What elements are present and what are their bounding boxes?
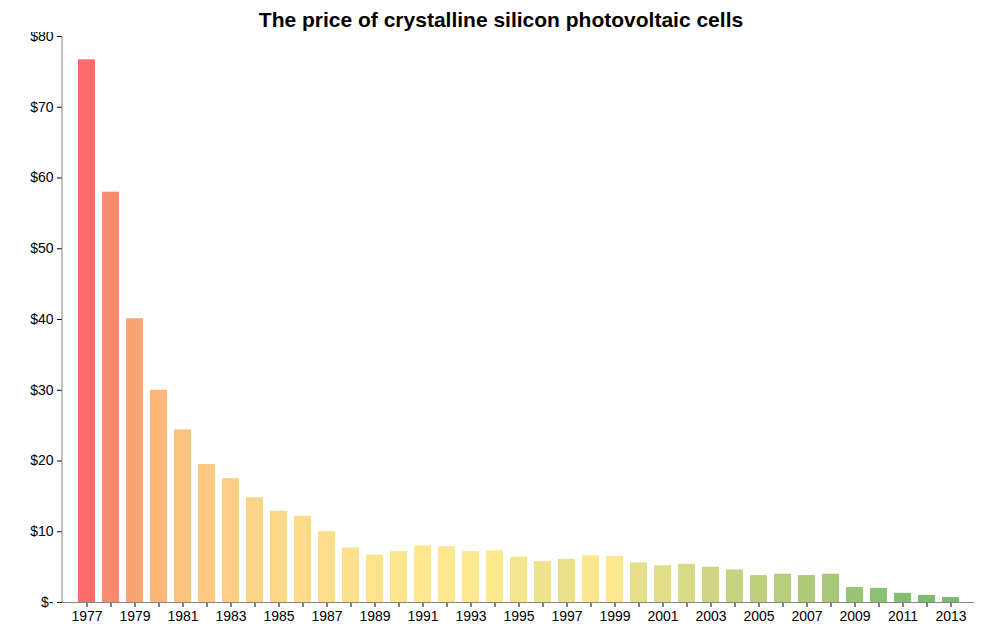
- svg-text:$10: $10: [30, 523, 54, 539]
- svg-text:1995: 1995: [503, 608, 534, 624]
- svg-text:1977: 1977: [71, 608, 102, 624]
- svg-text:$70: $70: [30, 99, 54, 115]
- svg-text:$30: $30: [30, 382, 54, 398]
- svg-text:$-: $-: [41, 594, 54, 610]
- svg-text:$40: $40: [30, 311, 54, 327]
- svg-text:1989: 1989: [359, 608, 390, 624]
- svg-text:1997: 1997: [551, 608, 582, 624]
- svg-text:1983: 1983: [215, 608, 246, 624]
- svg-text:1987: 1987: [311, 608, 342, 624]
- svg-text:$20: $20: [30, 452, 54, 468]
- svg-text:1993: 1993: [455, 608, 486, 624]
- svg-text:1999: 1999: [599, 608, 630, 624]
- svg-text:2001: 2001: [647, 608, 678, 624]
- svg-text:1985: 1985: [263, 608, 294, 624]
- svg-text:2005: 2005: [743, 608, 774, 624]
- svg-text:2007: 2007: [791, 608, 822, 624]
- svg-text:1991: 1991: [407, 608, 438, 624]
- svg-text:$80: $80: [30, 32, 54, 44]
- svg-text:2009: 2009: [839, 608, 870, 624]
- svg-text:$60: $60: [30, 169, 54, 185]
- svg-text:2011: 2011: [888, 608, 918, 624]
- svg-text:2003: 2003: [695, 608, 726, 624]
- svg-text:1979: 1979: [119, 608, 150, 624]
- html-text:The price of crystalline silic: The price of crystalline silicon photovo…: [258, 8, 744, 31]
- svg-text:2013: 2013: [935, 608, 966, 624]
- svg-text:$50: $50: [30, 240, 54, 256]
- svg-text:1981: 1981: [167, 608, 198, 624]
